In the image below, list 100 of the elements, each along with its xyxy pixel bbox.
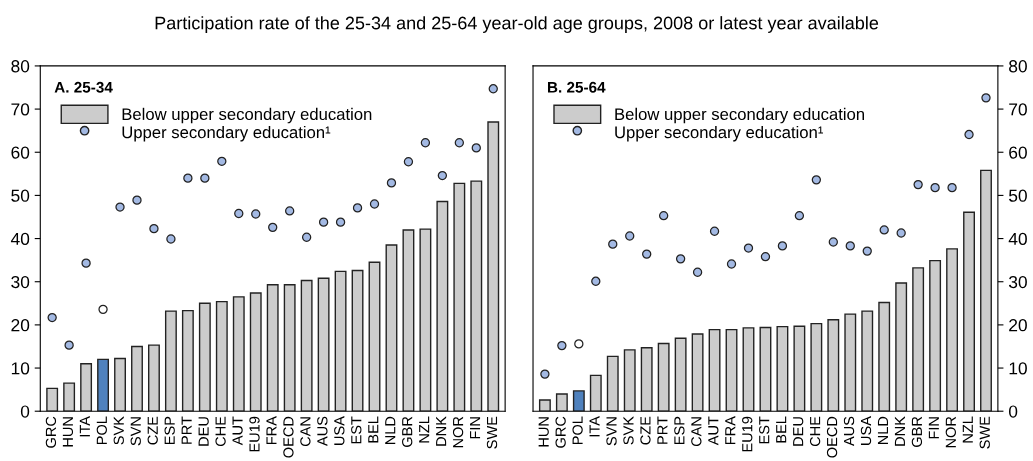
bar xyxy=(895,282,908,412)
bar xyxy=(810,322,823,412)
bar xyxy=(929,259,942,412)
x-tick-label: POL xyxy=(572,416,583,445)
bar xyxy=(215,300,228,412)
x-tick-label: OECD xyxy=(283,416,294,458)
x-tick-label: ESP xyxy=(674,416,685,445)
legend-label: Upper secondary education¹ xyxy=(122,125,331,142)
x-tick-label: GRC xyxy=(555,416,566,448)
x-tick-label: SVK xyxy=(623,416,634,445)
x-tick-label: GBR xyxy=(911,416,923,447)
bar xyxy=(589,374,602,412)
x-tick-label: NLD xyxy=(385,416,396,445)
x-tick-label: BEL xyxy=(776,416,787,443)
bar xyxy=(759,326,772,412)
bar xyxy=(334,270,347,412)
x-tick-label: EST xyxy=(759,416,770,444)
x-tick-label: POL xyxy=(96,416,107,445)
bar xyxy=(470,180,483,412)
bar xyxy=(80,363,93,412)
y-tick-label: 0 xyxy=(20,405,30,418)
bar xyxy=(419,228,432,412)
x-tick-label: GRC xyxy=(45,416,57,448)
x-tick-label: NLD xyxy=(877,416,888,445)
x-tick-label: CHE xyxy=(809,416,821,447)
x-tick-label: PRT xyxy=(181,416,192,444)
bar xyxy=(97,358,110,412)
y-tick-label: 70 xyxy=(11,103,30,116)
x-tick-label: CHE xyxy=(215,416,226,447)
bar xyxy=(657,342,670,412)
bar xyxy=(878,301,891,412)
x-tick-label: SVN xyxy=(606,417,617,446)
x-tick-label: NZL xyxy=(962,416,973,443)
x-tick-label: EU19 xyxy=(249,416,260,452)
x-tick-label: DNK xyxy=(894,416,905,446)
bar xyxy=(844,313,857,412)
bar xyxy=(793,325,806,412)
bar xyxy=(317,277,330,412)
bar xyxy=(300,279,313,412)
y-tick-label: 60 xyxy=(11,146,30,159)
bar xyxy=(131,345,143,412)
bar xyxy=(453,182,466,412)
x-tick-label: BEL xyxy=(368,416,379,443)
x-tick-label: FIN xyxy=(928,417,939,439)
bar xyxy=(725,328,738,412)
y-tick-label: 80 xyxy=(11,60,30,73)
bar xyxy=(606,355,619,412)
x-tick-label: EU19 xyxy=(742,416,753,452)
y2-tick-label: 80 xyxy=(1009,60,1027,73)
bar xyxy=(164,310,177,412)
x-tick-label: CZE xyxy=(640,416,651,445)
x-tick-label: ESP xyxy=(164,416,175,445)
x-tick-label: USA xyxy=(860,416,872,445)
legend-label: Below upper secondary education xyxy=(122,107,372,124)
y2-tick-label: 50 xyxy=(1008,189,1027,202)
bar xyxy=(861,310,874,412)
x-tick-label: SWE xyxy=(486,416,498,449)
bar xyxy=(198,302,211,412)
x-tick-label: AUT xyxy=(232,416,243,446)
bar xyxy=(555,393,568,412)
x-tick-label: EST xyxy=(351,416,362,444)
x-tick-label: FIN xyxy=(470,417,481,439)
x-tick-label: FRA xyxy=(725,416,736,445)
y2-tick-label: 40 xyxy=(1008,232,1027,246)
x-tick-label: AUS xyxy=(843,416,855,447)
x-tick-label: HUN xyxy=(538,417,549,447)
x-tick-label: USA xyxy=(334,416,345,445)
bar xyxy=(708,328,721,412)
bar xyxy=(283,284,296,412)
bar xyxy=(63,382,76,412)
x-tick-label: PRT xyxy=(657,416,668,444)
y-tick-label: 10 xyxy=(11,362,30,375)
x-tick-label: NZL xyxy=(419,416,430,443)
bar xyxy=(385,244,398,412)
bar xyxy=(776,325,789,412)
bar xyxy=(980,169,992,412)
y2-tick-label: 60 xyxy=(1009,146,1027,159)
bar xyxy=(674,337,687,412)
x-tick-label: OECD xyxy=(826,416,838,458)
bar xyxy=(946,248,959,412)
bar xyxy=(249,292,262,412)
y2-tick-label: 30 xyxy=(1008,275,1027,289)
bar xyxy=(436,200,449,412)
text: Participation rate of the 25-34 and 25-64 year-old age groups, 2008 or latest year available xyxy=(155,16,879,33)
x-tick-label: SWE xyxy=(979,416,990,449)
bar xyxy=(266,284,279,412)
bar xyxy=(114,357,126,412)
x-tick-label: AUS xyxy=(317,416,328,447)
x-tick-label: SVN xyxy=(130,417,141,446)
legend-label: Below upper secondary education xyxy=(615,107,864,124)
x-tick-label: DEU xyxy=(793,417,804,446)
x-tick-label: DNK xyxy=(436,416,447,446)
text: A. 25-34 xyxy=(54,81,113,93)
bar xyxy=(623,349,636,412)
bar xyxy=(640,347,653,412)
x-tick-label: GBR xyxy=(402,416,413,447)
x-tick-label: CZE xyxy=(147,416,158,445)
y-tick-label: 50 xyxy=(11,189,30,202)
x-tick-label: CAN xyxy=(691,417,702,447)
x-tick-label: ITA xyxy=(79,416,90,437)
